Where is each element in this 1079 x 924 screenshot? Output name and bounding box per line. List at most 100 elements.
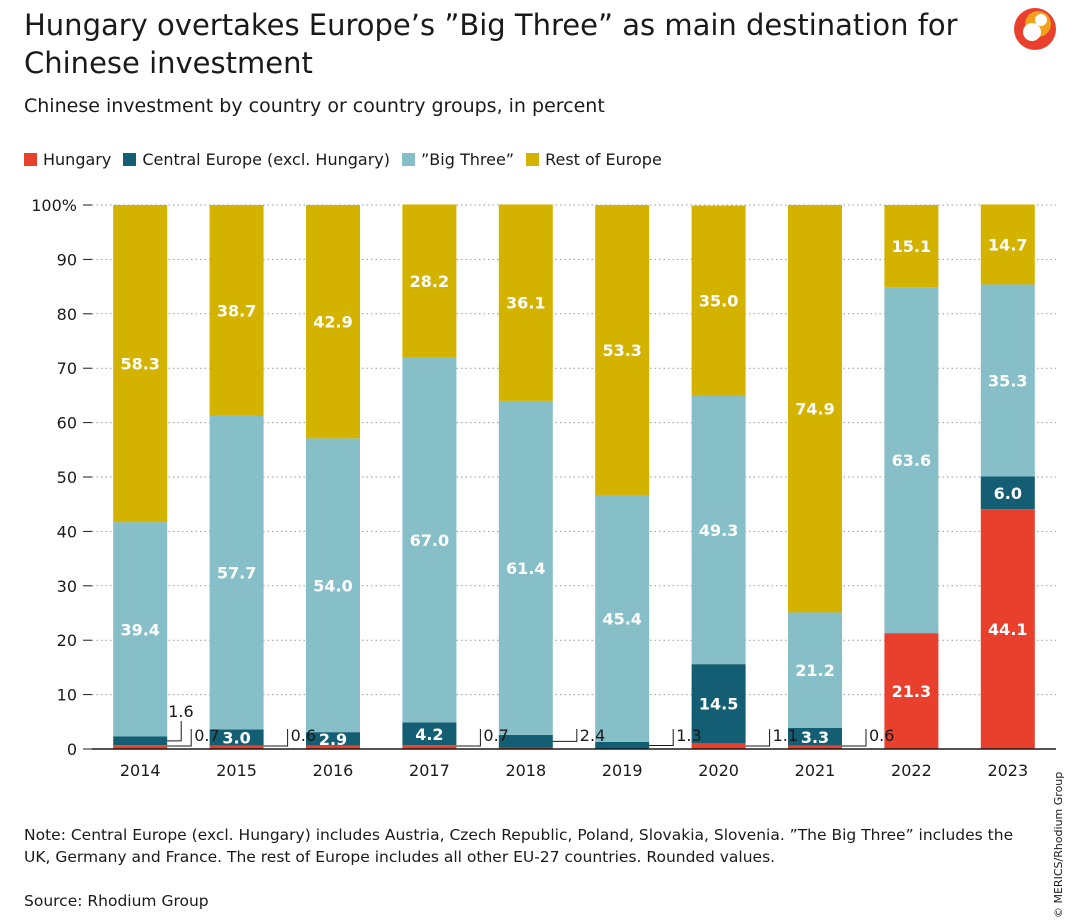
bar-segment bbox=[980, 509, 1035, 749]
data-label: 54.0 bbox=[313, 576, 352, 595]
y-tick-label: 70 bbox=[57, 359, 77, 378]
bar-segment bbox=[402, 357, 457, 723]
data-label: 6.0 bbox=[994, 484, 1022, 503]
callout-leader bbox=[167, 721, 182, 742]
callout-label: 1.6 bbox=[168, 702, 193, 721]
legend-item: Hungary bbox=[24, 150, 111, 169]
data-label: 21.2 bbox=[795, 661, 834, 680]
data-label: 38.7 bbox=[217, 301, 256, 320]
data-label: 67.0 bbox=[410, 531, 449, 550]
y-tick-label: 60 bbox=[57, 414, 77, 433]
bar-segment bbox=[402, 204, 457, 358]
legend-label: Rest of Europe bbox=[545, 150, 662, 169]
data-label: 39.4 bbox=[120, 620, 159, 639]
x-tick-label: 2023 bbox=[987, 761, 1028, 780]
bar-segment bbox=[980, 204, 1035, 285]
legend-swatch bbox=[526, 153, 540, 166]
bar-segment bbox=[113, 522, 168, 737]
x-tick-label: 2015 bbox=[216, 761, 257, 780]
data-label: 28.2 bbox=[410, 272, 449, 291]
x-tick-label: 2019 bbox=[602, 761, 643, 780]
data-label: 58.3 bbox=[120, 355, 159, 374]
data-label: 36.1 bbox=[506, 294, 545, 313]
legend-item: Rest of Europe bbox=[526, 150, 662, 169]
bar-segment bbox=[498, 204, 553, 401]
callout-label: 1.3 bbox=[676, 726, 701, 745]
chart-subtitle: Chinese investment by country or country… bbox=[24, 95, 605, 117]
y-tick-label: 80 bbox=[57, 305, 77, 324]
y-tick-label: 10 bbox=[57, 686, 77, 705]
copyright-text: © MERICS/Rhodium Group bbox=[1052, 771, 1065, 918]
bar-segment bbox=[884, 633, 939, 749]
data-label: 3.0 bbox=[222, 729, 250, 748]
data-label: 74.9 bbox=[795, 400, 834, 419]
bar-segment bbox=[595, 741, 650, 749]
source-text: Source: Rhodium Group bbox=[24, 892, 209, 910]
bar-segment bbox=[209, 415, 264, 730]
callout-leader bbox=[649, 729, 674, 746]
legend-label: Hungary bbox=[43, 150, 112, 169]
data-label: 57.7 bbox=[217, 563, 256, 582]
data-label: 35.0 bbox=[699, 292, 738, 311]
legend-label: ”Big Three” bbox=[421, 150, 515, 169]
bar-segment bbox=[980, 476, 1035, 510]
y-tick-label: 100% bbox=[31, 196, 77, 215]
bar-segment bbox=[306, 205, 360, 439]
y-tick-label: 30 bbox=[57, 577, 77, 596]
callout-leader bbox=[263, 729, 289, 747]
y-tick-label: 20 bbox=[57, 631, 77, 650]
y-tick-label: 50 bbox=[57, 468, 77, 487]
data-label: 61.4 bbox=[506, 559, 545, 578]
bar-segment bbox=[402, 722, 457, 746]
x-tick-label: 2022 bbox=[891, 761, 932, 780]
data-label: 49.3 bbox=[699, 521, 738, 540]
bar-segment bbox=[209, 205, 264, 416]
legend-swatch bbox=[123, 153, 137, 166]
bar-segment bbox=[884, 205, 939, 288]
legend-label: Central Europe (excl. Hungary) bbox=[142, 150, 390, 169]
bar-segment bbox=[788, 612, 842, 728]
data-label: 21.3 bbox=[892, 682, 931, 701]
callout-label: 2.4 bbox=[580, 726, 605, 745]
callout-label: 1.1 bbox=[773, 726, 798, 745]
bar-segment bbox=[498, 400, 553, 735]
data-label: 14.5 bbox=[699, 695, 738, 714]
bar-segment bbox=[209, 745, 264, 749]
bar-segment bbox=[788, 205, 842, 613]
callout-label: 0.7 bbox=[194, 726, 219, 745]
y-tick-label: 40 bbox=[57, 522, 77, 541]
data-label: 53.3 bbox=[602, 341, 641, 360]
bar-segment bbox=[788, 727, 842, 746]
legend: Hungary Central Europe (excl. Hungary) ”Bi… bbox=[24, 150, 674, 169]
x-tick-label: 2014 bbox=[120, 761, 161, 780]
bar-segment bbox=[691, 743, 746, 749]
data-label: 3.3 bbox=[801, 728, 829, 747]
bar-segment bbox=[884, 287, 939, 634]
data-label: 2.9 bbox=[319, 730, 347, 749]
callout-leader bbox=[745, 729, 771, 747]
y-tick-label: 90 bbox=[57, 250, 77, 269]
legend-item: Central Europe (excl. Hungary) bbox=[123, 150, 390, 169]
y-tick-label: 0 bbox=[67, 740, 77, 759]
bar-segment bbox=[209, 729, 264, 746]
bar-segment bbox=[691, 205, 746, 396]
data-label: 15.1 bbox=[892, 237, 931, 256]
callout-label: 0.6 bbox=[869, 726, 894, 745]
callout-leader bbox=[456, 729, 481, 747]
data-label: 4.2 bbox=[415, 725, 443, 744]
data-label: 44.1 bbox=[988, 620, 1027, 639]
data-label: 45.4 bbox=[602, 609, 641, 628]
bar-segment bbox=[980, 284, 1035, 477]
data-label: 35.3 bbox=[988, 371, 1027, 390]
legend-item: ”Big Three” bbox=[402, 150, 514, 169]
callout-label: 0.7 bbox=[483, 726, 508, 745]
chart-title: Hungary overtakes Europe’s ”Big Three” a… bbox=[24, 8, 958, 80]
x-tick-label: 2018 bbox=[505, 761, 546, 780]
bar-segment bbox=[691, 664, 746, 744]
callout-leader bbox=[842, 729, 867, 747]
note-text: Note: Central Europe (excl. Hungary) inc… bbox=[24, 826, 1014, 866]
bar-segment bbox=[595, 494, 650, 742]
merics-logo-icon bbox=[1014, 8, 1056, 50]
bar-segment bbox=[113, 205, 168, 523]
